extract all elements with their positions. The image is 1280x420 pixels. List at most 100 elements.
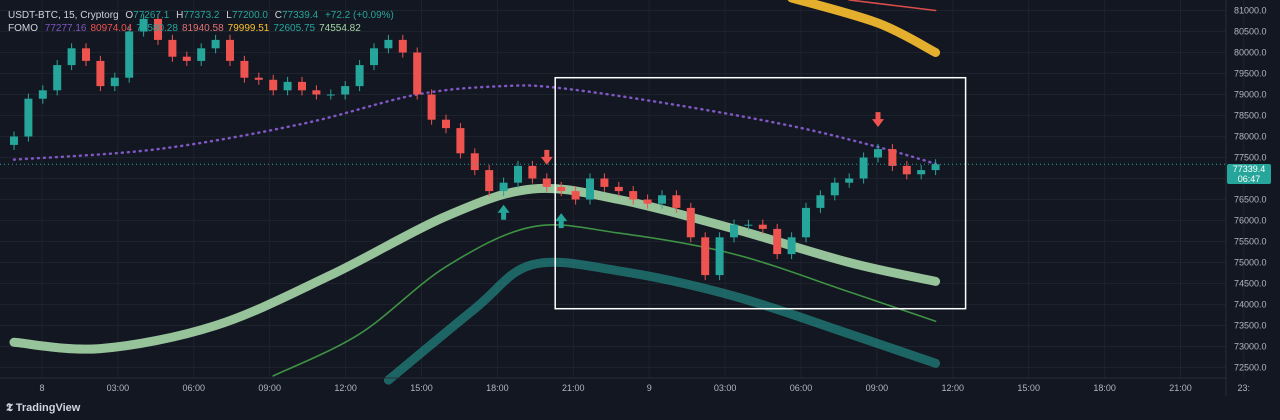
sell-arrow-icon: [872, 112, 884, 128]
time-tick-label: 18:00: [1093, 383, 1116, 393]
signal-arrows: [497, 112, 884, 229]
bar-countdown: 06:47: [1237, 174, 1261, 184]
candle-body: [182, 56, 191, 61]
ohlc-low: L77200.0: [226, 10, 268, 21]
candle-body: [211, 39, 220, 49]
tradingview-logo[interactable]: 𝕿 TradingView: [6, 402, 80, 415]
candle-body: [672, 195, 681, 208]
candle-body: [614, 186, 623, 192]
time-tick-label: 12:00: [334, 383, 357, 393]
candle-body: [643, 199, 652, 204]
candle-body: [902, 165, 911, 175]
chart-legend: USDT-BTC, 15, Cryptorg O77267.1 H77373.2…: [8, 9, 398, 35]
indicator-value: 79999.51: [227, 23, 270, 34]
candle-body: [298, 81, 306, 91]
candle-body: [528, 165, 537, 179]
time-tick-label: 8: [39, 383, 44, 393]
buy-arrow-icon: [497, 204, 510, 220]
candle-body: [442, 119, 450, 129]
time-tick-label: 21:00: [1169, 383, 1192, 393]
indicator-value: 81940.58: [181, 23, 224, 34]
candle-body: [427, 94, 436, 120]
price-change: +72.2 (+0.09%): [324, 10, 394, 21]
candle-body: [600, 178, 609, 187]
candle-body: [917, 170, 926, 175]
candle-body: [168, 39, 177, 57]
time-tick-label: 9: [647, 383, 652, 393]
price-tick-label: 79500.0: [1234, 69, 1267, 79]
candle-body: [283, 81, 292, 91]
candle-body: [557, 186, 566, 192]
candle-body: [413, 52, 422, 95]
time-tick-label: 03:00: [107, 383, 130, 393]
candle-body: [931, 164, 940, 171]
indicator-value: 73580.28: [136, 23, 178, 34]
indicator-bands: [9, 0, 941, 385]
candle-body: [802, 207, 810, 238]
candle-body: [24, 98, 33, 137]
candle-body: [312, 90, 321, 95]
candle-body: [701, 237, 710, 276]
candle-body: [254, 77, 263, 80]
price-tick-label: 75500.0: [1234, 237, 1267, 247]
candle-body: [82, 48, 90, 61]
legend-row-symbol: USDT-BTC, 15, Cryptorg O77267.1 H77373.2…: [8, 9, 398, 22]
candle-body: [888, 149, 897, 166]
time-tick-label: 21:00: [562, 383, 585, 393]
candle-body: [139, 18, 148, 32]
candle-body: [38, 90, 47, 99]
indicator-band: [787, 0, 941, 57]
time-axis[interactable]: 8 03:00 06:00 09:00 12:00 15:00 18:00 21:00 9 03:…: [39, 383, 1250, 393]
candle-body: [110, 77, 119, 87]
candle-body: [686, 207, 695, 238]
candle-body: [874, 149, 882, 158]
ohlc-open: O77267.1: [125, 10, 170, 21]
candle-body: [773, 228, 782, 255]
price-tick-label: 72500.0: [1234, 363, 1267, 373]
candle-body: [629, 191, 638, 200]
candlesticks: [10, 13, 940, 281]
chart-grid: [0, 0, 1245, 378]
candle-body: [341, 86, 350, 95]
indicator-value: 77277.16: [44, 23, 87, 34]
price-tick-label: 76500.0: [1234, 195, 1267, 205]
time-tick-label: 12:00: [942, 383, 965, 393]
time-tick-label: 06:00: [790, 383, 813, 393]
tradingview-icon: 𝕿: [6, 402, 13, 414]
candle-body: [859, 157, 868, 179]
price-tick-label: 80000.0: [1234, 48, 1267, 58]
candle-body: [744, 224, 753, 226]
buy-arrow-icon: [555, 213, 568, 229]
indicator-band: [12, 84, 937, 166]
candle-body: [10, 136, 18, 145]
highlight-box: [554, 76, 967, 310]
candle-body: [67, 48, 76, 66]
price-tick-label: 79000.0: [1234, 90, 1267, 100]
candle-body: [787, 237, 796, 255]
last-price-value: 77339.4: [1232, 164, 1266, 174]
candle-body: [355, 65, 364, 87]
indicator-name[interactable]: FOMO: [8, 23, 38, 34]
ohlc-high: H77373.2: [176, 10, 220, 21]
indicator-values: 77277.16 80974.04 73580.28 81940.58 79999.51…: [45, 23, 365, 34]
time-tick-label: 06:00: [183, 383, 206, 393]
candle-body: [326, 94, 335, 96]
time-tick-label: 18:00: [486, 383, 509, 393]
candle-body: [398, 39, 407, 53]
last-price-tag: 77339.4 06:47: [1227, 164, 1271, 184]
price-tick-label: 74000.0: [1234, 300, 1267, 310]
candle-body: [197, 48, 206, 61]
legend-row-indicator: FOMO 77277.16 80974.04 73580.28 81940.58 799…: [8, 22, 398, 35]
price-tick-label: 73000.0: [1234, 342, 1267, 352]
candle-body: [542, 178, 551, 187]
indicator-value: 74554.82: [319, 23, 361, 34]
candle-body: [125, 31, 134, 78]
candle-body: [845, 178, 854, 183]
candle-body: [269, 79, 278, 91]
indicator-band: [383, 257, 941, 385]
time-tick-label: 23:: [1237, 383, 1250, 393]
price-tick-label: 75000.0: [1234, 258, 1267, 268]
symbol-label[interactable]: USDT-BTC, 15, Cryptorg: [8, 10, 119, 21]
